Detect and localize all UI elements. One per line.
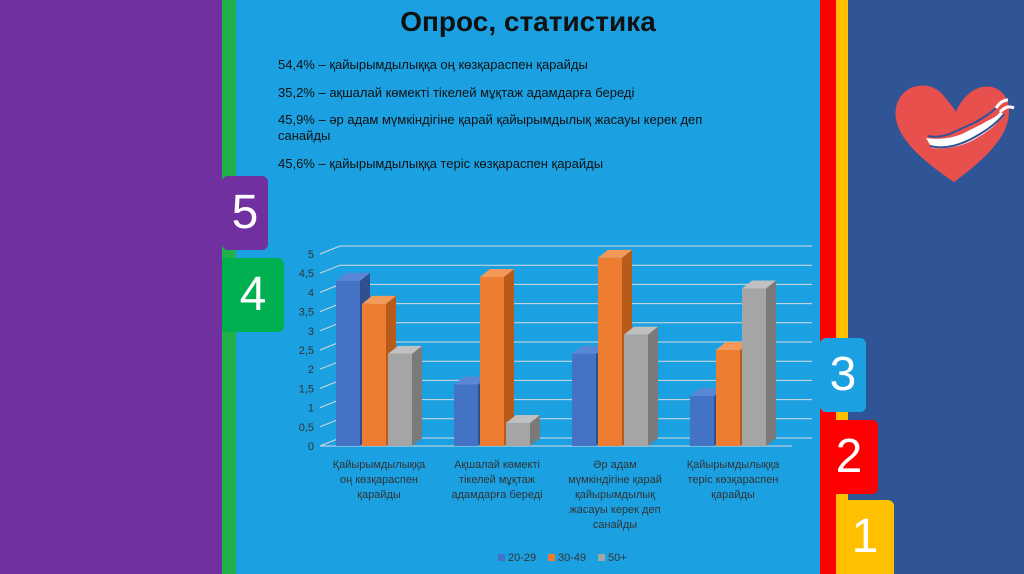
left-panel: [0, 0, 222, 574]
category-label: Қайырымдылыққа теріс көзқараспен қарайды: [687, 459, 780, 501]
bar-50+-1: [506, 414, 540, 446]
svg-text:30-49: 30-49: [558, 552, 586, 564]
heart-hands-icon: [895, 85, 1015, 182]
legend-item-20-29: 20-29: [498, 552, 536, 564]
gridline-side: [319, 264, 341, 274]
stat-line-1: 54,4% – қайырымдылыққа оң көзқараспен қа…: [278, 57, 588, 72]
y-tick-label: 3: [308, 326, 314, 338]
svg-text:50+: 50+: [608, 552, 627, 564]
y-tick-label: 0,5: [299, 422, 314, 434]
y-tick-label: 5: [308, 249, 314, 261]
y-tick-label: 3,5: [299, 307, 314, 319]
stat-line-2: 35,2% – ақшалай көмекті тікелей мұқтаж а…: [278, 85, 635, 100]
y-tick-label: 2,5: [299, 345, 314, 357]
stat-line-3: 45,9% – әр адам мүмкіндігіне қарай қайыр…: [278, 112, 703, 143]
bar-30-49-1: [480, 269, 514, 446]
tab-1[interactable]: 1: [836, 500, 894, 574]
tab-5[interactable]: 5: [222, 176, 268, 250]
tab-3[interactable]: 3: [820, 338, 866, 412]
legend-item-50+: 50+: [598, 552, 627, 564]
slide-title: Опрос, статистика: [400, 6, 656, 37]
y-tick-label: 0: [308, 441, 314, 453]
tab-2[interactable]: 2: [820, 420, 878, 494]
legend-item-30-49: 30-49: [548, 552, 586, 564]
bar-50+-2: [624, 326, 658, 446]
bar-chart: 0 0,5 1 1,5 2 2,5 3 3,5 4 4,5 5 Қайырымдылыққа оң кө…: [299, 245, 812, 564]
y-tick-label: 2: [308, 364, 314, 376]
y-tick-label: 4: [308, 287, 314, 299]
category-label: Қайырымдылыққа оң көзқараспен қарайды: [333, 459, 426, 501]
y-tick-label: 1: [308, 403, 314, 415]
bar-50+-0: [388, 345, 422, 446]
tab-4[interactable]: 4: [222, 258, 284, 332]
bar-50+-3: [742, 280, 776, 446]
category-label: Ақшалай көмекті тікелей мұқтаж адамдарға б…: [451, 459, 542, 501]
y-tick-label: 4,5: [299, 268, 314, 280]
svg-text:20-29: 20-29: [508, 552, 536, 564]
category-label: Әр адам мүмкіндігіне қарай қайырымдылық жас…: [568, 459, 662, 531]
stat-line-4: 45,6% – қайырымдылыққа теріс көзқараспен…: [278, 156, 604, 171]
y-tick-label: 1,5: [299, 383, 314, 395]
gridline-side: [319, 245, 341, 255]
